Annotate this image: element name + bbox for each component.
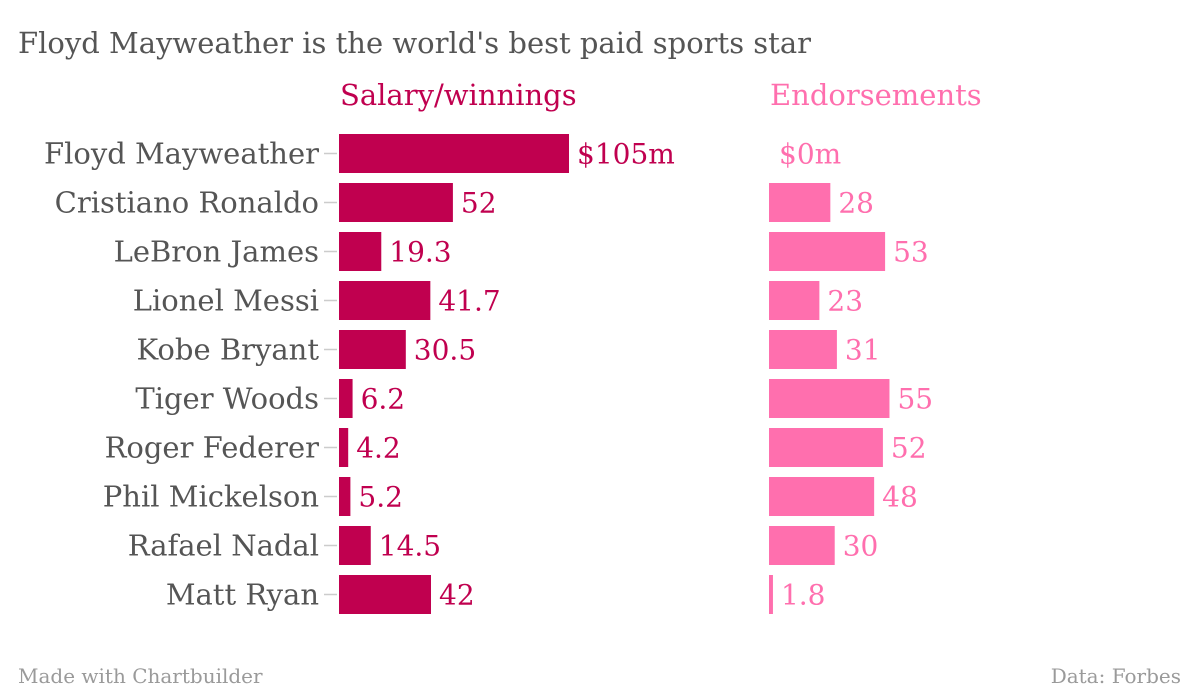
salary-bar [339,575,431,614]
endorsement-value-label: 30 [843,530,879,563]
endorsement-value-label: 1.8 [781,579,826,612]
salary-value-label: 14.5 [379,530,441,563]
category-label: Rafael Nadal [128,529,319,563]
panel-headings: Salary/winnings Endorsements [340,78,982,112]
endorsement-bar [769,575,773,614]
salary-bar [339,330,406,369]
salary-value-label: 41.7 [438,285,500,318]
endorsement-value-label: $0m [779,138,841,171]
endorsement-bar [769,526,835,565]
endorsement-value-label: 53 [893,236,929,269]
category-label: Floyd Mayweather [44,137,319,171]
category-label: Matt Ryan [166,578,319,612]
salary-value-label: 52 [461,187,497,220]
salary-bar [339,428,349,467]
endorsement-value-label: 23 [827,285,863,318]
value-labels: $105m $0m 52 28 19.3 53 41.7 23 30.5 31 6.2 55 4.2 52… [356,138,933,612]
salary-value-label: $105m [577,138,675,171]
bars [339,134,890,614]
category-label: Cristiano Ronaldo [55,186,319,220]
salary-value-label: 4.2 [356,432,401,465]
panel-heading-endorsements: Endorsements [770,78,982,112]
footer-source: Data: Forbes [1051,664,1181,688]
salary-bar [339,281,431,320]
salary-bar [339,134,569,173]
endorsement-value-label: 28 [838,187,874,220]
salary-bar [339,379,353,418]
salary-value-label: 42 [439,579,475,612]
salary-value-label: 19.3 [389,236,451,269]
salary-bar [339,183,453,222]
category-labels: Floyd Mayweather Cristiano Ronaldo LeBron … [44,137,337,612]
endorsement-bar [769,428,883,467]
endorsement-bar [769,330,837,369]
endorsement-bar [769,183,831,222]
endorsement-bar [769,477,875,516]
salary-bar [339,232,382,271]
footer-credit: Made with Chartbuilder [18,664,263,688]
endorsement-value-label: 55 [897,383,933,416]
salary-value-label: 30.5 [414,334,476,367]
endorsement-value-label: 48 [882,481,918,514]
salary-bar [339,477,351,516]
chart-title: Floyd Mayweather is the world's best pai… [18,26,811,60]
category-label: Roger Federer [105,431,320,465]
category-label: Kobe Bryant [137,333,320,367]
endorsement-value-label: 31 [845,334,881,367]
endorsement-bar [769,379,890,418]
salary-bar [339,526,371,565]
category-label: Phil Mickelson [103,480,319,514]
category-label: Tiger Woods [135,382,319,416]
endorsement-bar [769,232,886,271]
endorsement-value-label: 52 [891,432,927,465]
panel-heading-salary: Salary/winnings [340,78,577,112]
category-label: Lionel Messi [133,284,319,318]
category-label: LeBron James [114,235,319,269]
endorsement-bar [769,281,820,320]
salary-value-label: 5.2 [358,481,403,514]
salary-value-label: 6.2 [361,383,406,416]
